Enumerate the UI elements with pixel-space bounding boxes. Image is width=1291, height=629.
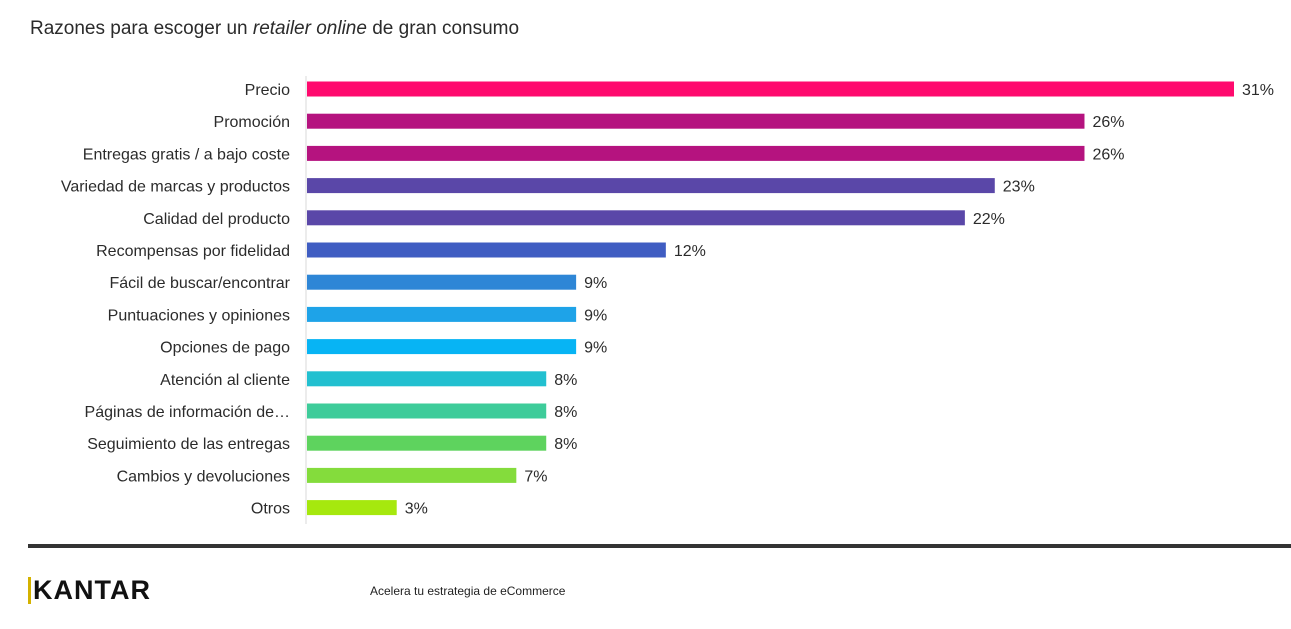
category-label: Variedad de marcas y productos: [61, 179, 290, 196]
footer-divider: [28, 544, 1291, 548]
bar: [307, 371, 547, 387]
data-label: 8%: [554, 372, 577, 389]
category-label: Páginas de información de…: [85, 404, 290, 421]
data-label: 31%: [1242, 82, 1274, 99]
category-label: Seguimiento de las entregas: [87, 436, 290, 453]
chart-title-suffix: de gran consumo: [366, 18, 520, 39]
data-label: 8%: [554, 404, 577, 421]
category-label: Promoción: [214, 114, 290, 131]
category-label: Fácil de buscar/encontrar: [109, 275, 290, 292]
data-label: 9%: [584, 275, 607, 292]
bar: [307, 306, 577, 322]
bar: [307, 403, 547, 419]
chart-title: Razones para escoger un retailer online …: [30, 18, 519, 40]
bar: [307, 500, 397, 516]
data-label: 3%: [405, 501, 428, 518]
category-label: Recompensas por fidelidad: [96, 243, 290, 260]
kantar-logo: KANTAR: [28, 574, 151, 606]
bar: [307, 467, 517, 483]
data-label: 26%: [1092, 146, 1124, 163]
chart-title-prefix: Razones para escoger un: [30, 18, 253, 39]
category-label: Opciones de pago: [160, 340, 290, 357]
category-label: Atención al cliente: [160, 372, 290, 389]
data-label: 22%: [973, 211, 1005, 228]
data-label: 9%: [584, 340, 607, 357]
category-label: Puntuaciones y opiniones: [108, 307, 290, 324]
bar: [307, 81, 1234, 97]
bar: [307, 178, 995, 194]
category-label: Entregas gratis / a bajo coste: [83, 146, 290, 163]
category-label: Precio: [245, 82, 290, 99]
bar: [307, 210, 965, 226]
logo-accent-bar: [28, 576, 31, 604]
bar: [307, 113, 1085, 129]
footer-tagline: Acelera tu estrategia de eCommerce: [370, 584, 566, 598]
data-label: 8%: [554, 436, 577, 453]
data-label: 12%: [674, 243, 706, 260]
bar: [307, 339, 577, 355]
bar: [307, 242, 666, 258]
bar: [307, 145, 1085, 161]
category-label: Otros: [251, 501, 290, 518]
bar: [307, 435, 547, 451]
chart-title-emphasis: retailer online: [252, 18, 367, 39]
data-label: 9%: [584, 307, 607, 324]
data-label: 26%: [1092, 114, 1124, 131]
bar-chart: Precio 31% Promoción 26% Entregas gratis / a…: [61, 76, 1274, 524]
data-label: 7%: [524, 468, 547, 485]
data-label: 23%: [1003, 179, 1035, 196]
category-label: Calidad del producto: [143, 211, 290, 228]
logo-text: KANTAR: [33, 574, 151, 605]
bar: [307, 274, 577, 290]
category-label: Cambios y devoluciones: [117, 468, 290, 485]
